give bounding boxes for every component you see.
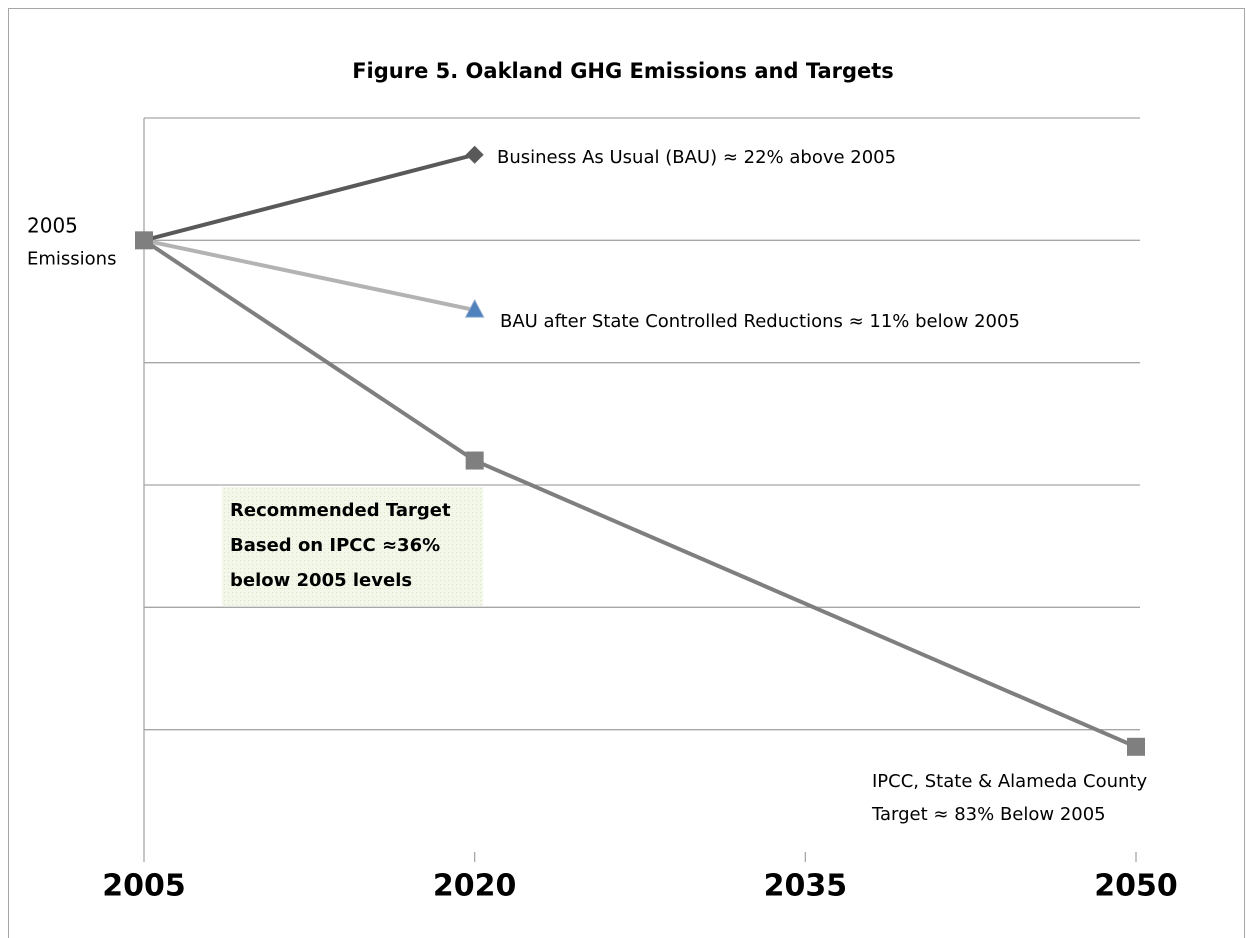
series-line bbox=[143, 238, 476, 313]
frame bbox=[8, 8, 1245, 938]
point bbox=[465, 451, 484, 470]
x-tick-label: 2050 bbox=[1094, 869, 1178, 904]
point bbox=[464, 298, 485, 318]
x-tick-label: 2020 bbox=[433, 869, 517, 904]
annotation: BAU after State Controlled Reductions ≈ … bbox=[500, 311, 1020, 332]
point bbox=[135, 231, 153, 250]
annotation: Target ≈ 83% Below 2005 bbox=[871, 804, 1106, 825]
annotation: Recommended Target bbox=[230, 500, 451, 521]
annotation: Business As Usual (BAU) ≈ 22% above 2005 bbox=[497, 147, 896, 168]
point bbox=[465, 145, 484, 164]
label-line: 2005 bbox=[27, 213, 78, 237]
y-marker-label: 2005 Emissions bbox=[27, 213, 116, 270]
annotation: IPCC, State & Alameda County bbox=[872, 771, 1147, 792]
annotation-box bbox=[222, 487, 483, 606]
chart-title: Figure 5. Oakland GHG Emissions and Targ… bbox=[352, 59, 894, 83]
x-tick-label: 2005 bbox=[102, 869, 186, 904]
series-line bbox=[143, 152, 476, 243]
point bbox=[1127, 737, 1145, 756]
annotation: below 2005 levels bbox=[230, 570, 412, 591]
annotation: Based on IPCC ≈36% bbox=[230, 535, 440, 556]
x-tick-label: 2035 bbox=[764, 869, 848, 904]
label-line: Emissions bbox=[27, 248, 116, 269]
